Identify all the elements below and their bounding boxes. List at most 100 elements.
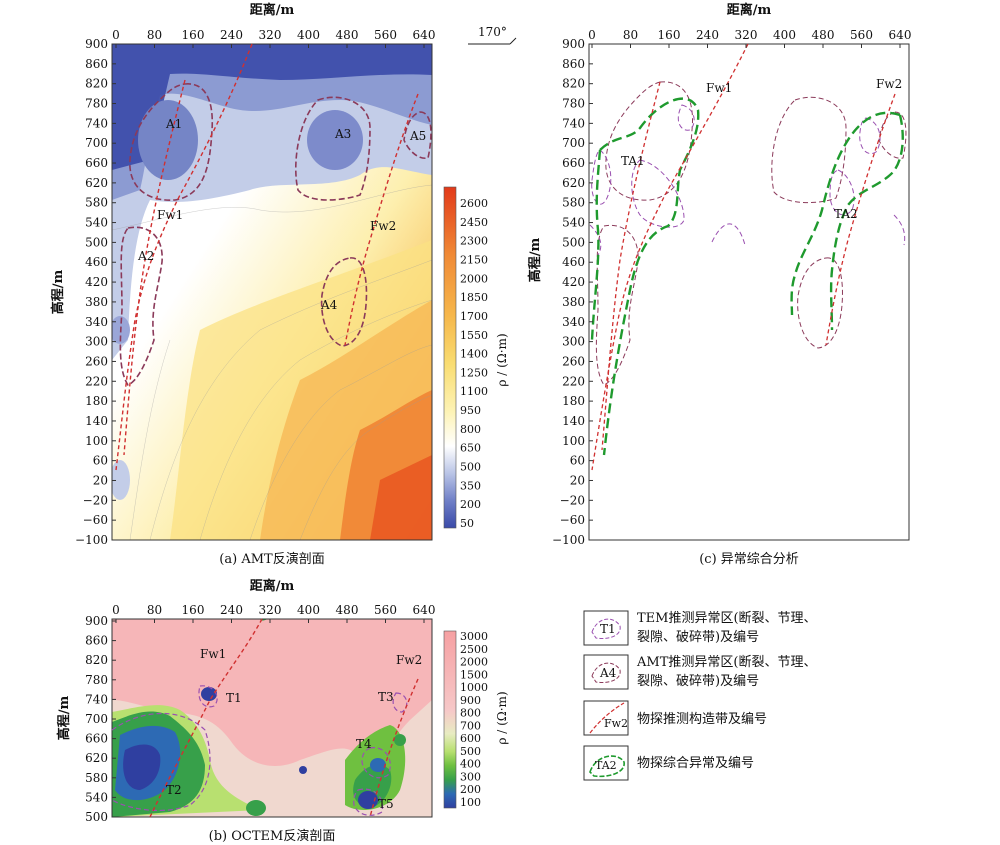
panel-a-colorbar-tick-label: 1550 <box>460 329 488 342</box>
panel-b-octem-section: 距离/m <box>56 578 509 844</box>
panel-b-colorbar-tick-label: 500 <box>460 745 481 758</box>
panel-a-y-tick-label: 300 <box>85 335 108 349</box>
panel-c-tem-anomalies <box>589 104 906 256</box>
panel-b-x-tick-label: 320 <box>259 603 282 617</box>
panel-c-fault-fw2-line <box>825 93 896 346</box>
panel-b-x-axis-title: 距离/m <box>250 578 295 594</box>
panel-a-y-tick-label: 100 <box>85 434 108 448</box>
label-a3: A3 <box>334 127 351 141</box>
panel-a-y-tick-label: 580 <box>85 196 108 210</box>
panel-a-colorbar-tick-label: 2000 <box>460 272 488 285</box>
panel-b-x-tick-label: 80 <box>147 603 162 617</box>
panel-c-y-tick-label: −20 <box>560 493 585 507</box>
panel-b-colorbar-tick-label: 2000 <box>460 656 488 669</box>
panel-a-amt-anomalies <box>119 83 432 386</box>
panel-c-tem-outline-3 <box>677 104 695 131</box>
panel-c-y-axis-title: 高程/m <box>527 238 543 283</box>
panel-c-x-tick-label: 400 <box>773 28 796 42</box>
panel-c-y-tick-label: −100 <box>552 533 585 547</box>
legend-item-amt: A4 AMT推测异常区(断裂、节理、 裂隙、破碎带)及编号 <box>583 654 816 690</box>
label-a4: A4 <box>320 298 338 312</box>
panel-a-colorbar-ticks: 2600 2450 2300 2150 2000 1850 1700 1550 1400 1250… <box>460 197 488 530</box>
panel-c-x-tick-label: 80 <box>623 28 638 42</box>
panel-b-colorbar-tick-label: 900 <box>460 694 481 707</box>
panel-b-colorbar-tick-label: 1000 <box>460 681 488 694</box>
panel-a-y-tick-label: 220 <box>85 374 108 388</box>
panel-c-amt-outline-5 <box>878 111 907 159</box>
panel-a-y-tick-label: 860 <box>85 57 108 71</box>
panel-b-x-tick-label: 560 <box>374 603 397 617</box>
panel-b-colorbar-tick-label: 600 <box>460 732 481 745</box>
panel-a-colorbar-tick-label: 800 <box>460 423 481 436</box>
panel-a-y-tick-label: 740 <box>85 116 108 130</box>
label-fw2: Fw2 <box>370 219 396 233</box>
panel-c-y-tick-label: 260 <box>562 354 585 368</box>
panel-b-fault-lines <box>149 618 419 818</box>
panel-a-y-tick-label: 380 <box>85 295 108 309</box>
panel-a-colorbar-tick-label: 350 <box>460 479 481 492</box>
panel-c-x-axis-title: 距离/m <box>727 2 772 18</box>
label-t4: T4 <box>356 737 372 751</box>
fault-fw1-line <box>115 43 253 471</box>
panel-c-x-tick-label: 480 <box>812 28 835 42</box>
panel-a-y-tick-label: 660 <box>85 156 108 170</box>
panel-c-y-tick-label: 380 <box>562 295 585 309</box>
panel-c-y-tick-label: 140 <box>562 414 585 428</box>
label-t5: T5 <box>378 797 394 811</box>
panel-a-y-tick-label: −60 <box>83 513 108 527</box>
panel-a-colorbar-tick-label: 2450 <box>460 216 488 229</box>
anomaly-t1-outline <box>198 685 218 708</box>
panel-a-x-tick-label: 560 <box>374 28 397 42</box>
panel-a-caption: (a) AMT反演剖面 <box>219 551 324 567</box>
panel-b-x-ticks: 0 80 160 240 320 400 480 560 640 <box>112 603 435 623</box>
panel-c-tem-outline-8 <box>589 224 602 256</box>
panel-b-contour-plot <box>112 619 432 817</box>
panel-a-colorbar-tick-label: 1400 <box>460 348 488 361</box>
panel-a-colorbar-tick-label: 2300 <box>460 235 488 248</box>
panel-a-y-tick-label: −20 <box>83 493 108 507</box>
label-ta1: TA1 <box>621 154 645 168</box>
panel-a-y-tick-label: 500 <box>85 235 108 249</box>
anomaly-a2-outline <box>119 226 163 386</box>
panel-a-colorbar-tick-label: 200 <box>460 498 481 511</box>
fault-fw2-line <box>344 93 419 346</box>
panel-b-y-tick-label: 740 <box>85 692 108 706</box>
panel-b-colorbar-tick-label: 200 <box>460 783 481 796</box>
panel-c-y-tick-label: 420 <box>562 275 585 289</box>
label-c-fw2: Fw2 <box>876 77 902 91</box>
label-b-fw1: Fw1 <box>200 647 226 661</box>
panel-c-y-tick-label: 100 <box>562 434 585 448</box>
panel-c-y-tick-label: 460 <box>562 255 585 269</box>
panel-a-y-tick-label: 620 <box>85 176 108 190</box>
panel-c-amt-outline-2 <box>595 224 639 386</box>
panel-c-fault-fw1-secondary <box>601 81 661 451</box>
panel-b-y-tick-label: 780 <box>85 673 108 687</box>
panel-a-colorbar <box>443 186 457 529</box>
panel-b-fault-fw1-line <box>149 618 263 818</box>
panel-c-y-tick-label: 700 <box>562 136 585 150</box>
label-t2: T2 <box>166 783 182 797</box>
panel-a-y-tick-label: 460 <box>85 255 108 269</box>
panel-c-tem-outline-7 <box>893 214 906 246</box>
panel-a-y-tick-label: 420 <box>85 275 108 289</box>
panel-a-y-tick-label: 900 <box>85 37 108 51</box>
legend-amt-text-line2: 裂隙、破碎带)及编号 <box>637 674 759 689</box>
panel-c-tem-outline-1 <box>591 149 612 205</box>
panel-a-labels: A1 A2 A3 A4 A5 Fw1 Fw2 <box>137 117 426 312</box>
panel-b-colorbar-tick-label: 800 <box>460 707 481 720</box>
panel-a-x-tick-label: 320 <box>259 28 282 42</box>
panel-a-x-tick-label: 480 <box>336 28 359 42</box>
panel-b-x-tick-label: 400 <box>297 603 320 617</box>
panel-b-colorbar-tick-label: 400 <box>460 758 481 771</box>
legend-item-combined: TA2 物探综合异常及编号 <box>583 745 754 781</box>
panel-b-x-tick-label: 480 <box>336 603 359 617</box>
label-b-fw2: Fw2 <box>396 653 422 667</box>
legend-fault-symbol-label: Fw2 <box>604 717 628 730</box>
panel-c-y-tick-label: 180 <box>562 394 585 408</box>
panel-c-fault-fw1-line <box>591 43 749 471</box>
panel-b-y-tick-label: 540 <box>85 790 108 804</box>
panel-b-labels: T1 T2 T3 T4 T5 Fw1 Fw2 <box>166 647 422 811</box>
legend-tem-text-line2: 裂隙、破碎带)及编号 <box>637 630 759 645</box>
panel-c-amt-outline-3 <box>771 96 847 204</box>
